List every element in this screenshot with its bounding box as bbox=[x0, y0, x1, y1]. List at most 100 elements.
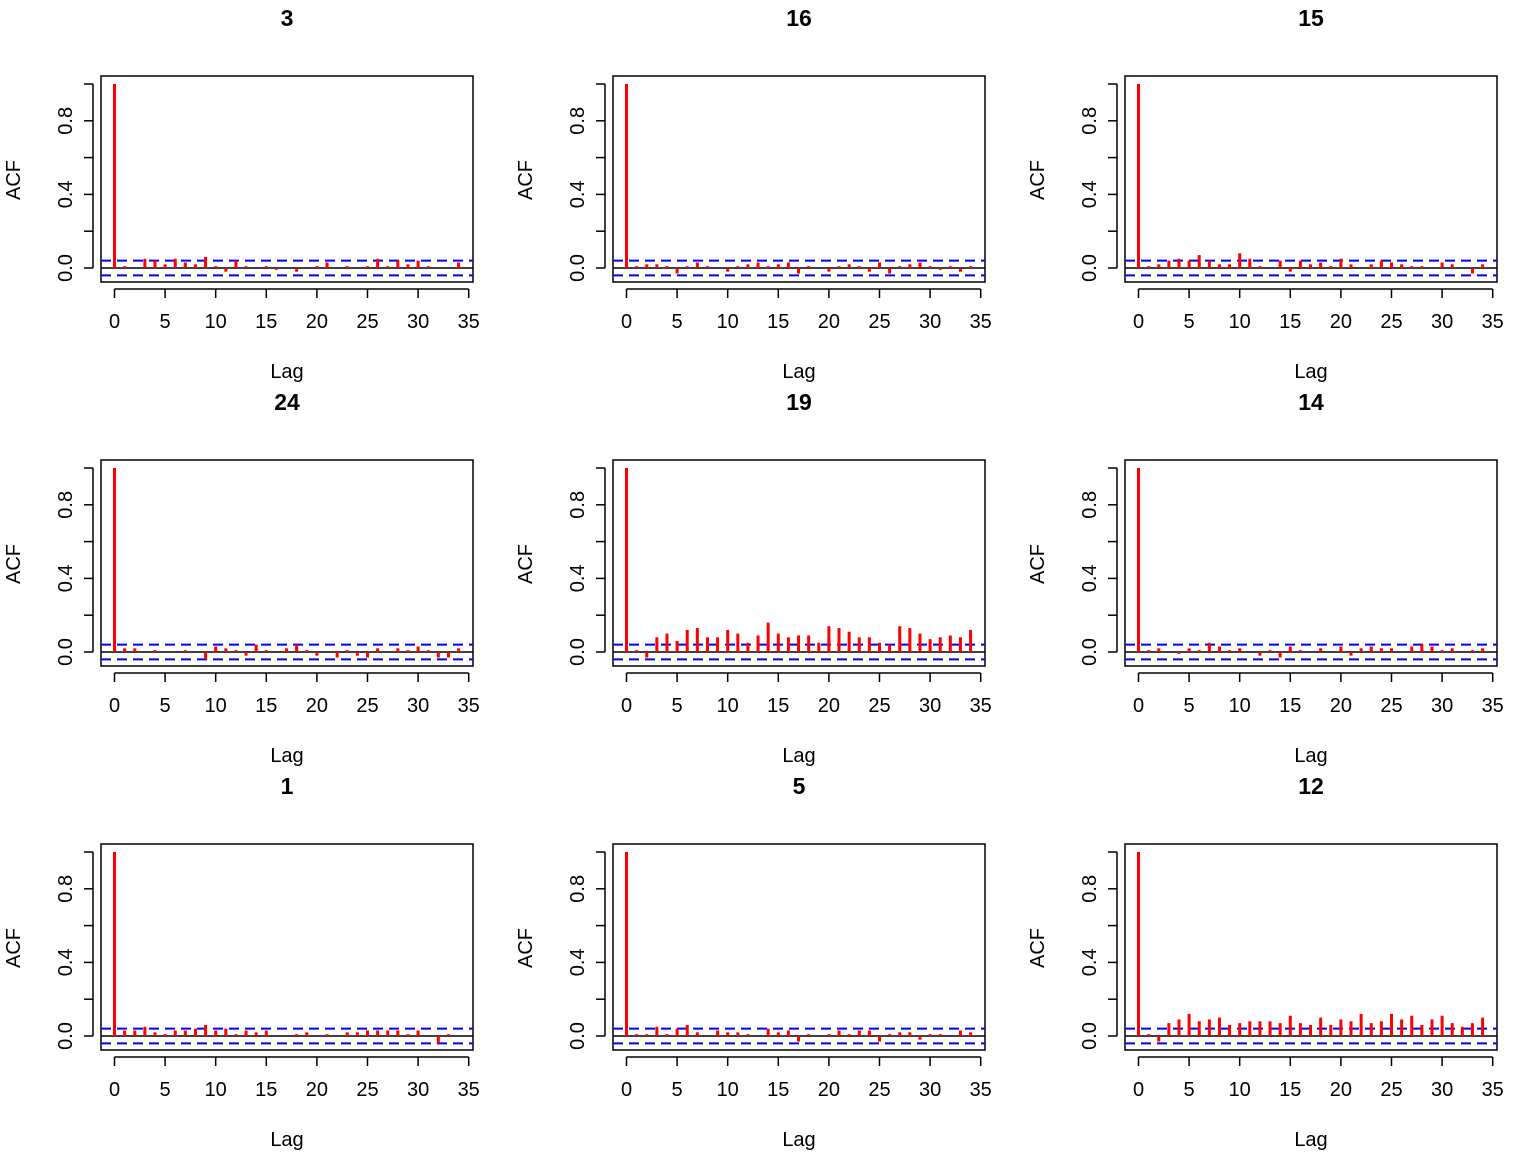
y-axis-label: ACF bbox=[3, 160, 25, 200]
x-tick-label: 35 bbox=[970, 1079, 992, 1101]
plot-frame bbox=[612, 843, 986, 1051]
x-tick-label: 0 bbox=[621, 695, 632, 717]
x-tick-label: 25 bbox=[868, 311, 890, 333]
y-tick-label: 0.4 bbox=[1079, 180, 1101, 208]
x-tick-label: 10 bbox=[717, 1079, 739, 1101]
y-axis-label: ACF bbox=[3, 544, 25, 584]
x-tick-label: 5 bbox=[160, 1079, 171, 1101]
panel-title: 12 bbox=[1298, 773, 1324, 799]
x-tick-label: 30 bbox=[407, 311, 429, 333]
x-tick-label: 20 bbox=[1330, 695, 1352, 717]
x-tick-label: 30 bbox=[919, 695, 941, 717]
x-tick-label: 15 bbox=[767, 695, 789, 717]
y-tick-label: 0.0 bbox=[55, 638, 77, 666]
panel-title: 15 bbox=[1298, 5, 1324, 31]
panel-title: 1 bbox=[281, 773, 294, 799]
x-tick-label: 15 bbox=[1279, 1079, 1301, 1101]
panel-title: 5 bbox=[793, 773, 806, 799]
x-tick-label: 5 bbox=[1184, 1079, 1195, 1101]
y-axis-label: ACF bbox=[515, 928, 537, 968]
x-tick-label: 5 bbox=[672, 695, 683, 717]
x-axis-label: Lag bbox=[782, 745, 815, 767]
acf-panel-14: 14 0 5 10 15 20 25 30 35 Lag 0.0 0.4 0.8 ACF bbox=[1027, 389, 1504, 767]
x-tick-label: 25 bbox=[868, 695, 890, 717]
x-tick-label: 0 bbox=[621, 311, 632, 333]
x-tick-label: 35 bbox=[1482, 695, 1504, 717]
plot-frame bbox=[1124, 459, 1498, 667]
y-tick-label: 0.8 bbox=[567, 491, 589, 519]
y-tick-label: 0.0 bbox=[1079, 638, 1101, 666]
x-tick-label: 35 bbox=[1482, 1079, 1504, 1101]
y-tick-label: 0.0 bbox=[1079, 254, 1101, 282]
x-axis-label: Lag bbox=[1294, 745, 1327, 767]
x-axis-label: Lag bbox=[1294, 361, 1327, 383]
acf-panel-5: 5 0 5 10 15 20 25 30 35 Lag 0.0 0.4 0.8 ACF bbox=[515, 773, 992, 1151]
plot-frame bbox=[1124, 843, 1498, 1051]
acf-panel-15: 15 0 5 10 15 20 25 30 35 Lag 0.0 0.4 0.8 ACF bbox=[1027, 5, 1504, 383]
y-tick-label: 0.4 bbox=[1079, 564, 1101, 592]
x-tick-label: 20 bbox=[1330, 1079, 1352, 1101]
panel-title: 14 bbox=[1298, 389, 1324, 415]
x-tick-label: 25 bbox=[356, 1079, 378, 1101]
x-tick-label: 20 bbox=[818, 1079, 840, 1101]
acf-panel-12: 12 0 5 10 15 20 25 30 35 Lag 0.0 0.4 0.8 ACF bbox=[1027, 773, 1504, 1151]
y-tick-label: 0.8 bbox=[55, 107, 77, 135]
panel-title: 24 bbox=[274, 389, 300, 415]
x-tick-label: 10 bbox=[1229, 311, 1251, 333]
plot-frame bbox=[612, 75, 986, 283]
x-tick-label: 10 bbox=[717, 695, 739, 717]
y-tick-label: 0.4 bbox=[55, 564, 77, 592]
x-tick-label: 10 bbox=[205, 1079, 227, 1101]
y-axis-label: ACF bbox=[1027, 928, 1049, 968]
y-tick-label: 0.4 bbox=[55, 948, 77, 976]
panel-title: 16 bbox=[786, 5, 812, 31]
x-tick-label: 0 bbox=[1133, 1079, 1144, 1101]
y-tick-label: 0.8 bbox=[55, 491, 77, 519]
y-tick-label: 0.0 bbox=[567, 638, 589, 666]
x-axis-label: Lag bbox=[270, 361, 303, 383]
x-tick-label: 20 bbox=[1330, 311, 1352, 333]
y-tick-label: 0.0 bbox=[55, 1022, 77, 1050]
x-tick-label: 25 bbox=[868, 1079, 890, 1101]
y-axis-label: ACF bbox=[1027, 544, 1049, 584]
x-tick-label: 25 bbox=[356, 311, 378, 333]
x-tick-label: 35 bbox=[970, 695, 992, 717]
x-tick-label: 5 bbox=[1184, 695, 1195, 717]
x-tick-label: 15 bbox=[767, 1079, 789, 1101]
x-tick-label: 0 bbox=[109, 1079, 120, 1101]
x-axis-label: Lag bbox=[270, 1129, 303, 1151]
x-tick-label: 0 bbox=[621, 1079, 632, 1101]
x-tick-label: 35 bbox=[458, 695, 480, 717]
x-axis-label: Lag bbox=[270, 745, 303, 767]
x-tick-label: 30 bbox=[407, 695, 429, 717]
x-tick-label: 20 bbox=[306, 311, 328, 333]
x-tick-label: 25 bbox=[1380, 695, 1402, 717]
x-tick-label: 5 bbox=[160, 695, 171, 717]
acf-panel-19: 19 0 5 10 15 20 25 30 35 Lag 0.0 0.4 0.8 ACF bbox=[515, 389, 992, 767]
y-tick-label: 0.4 bbox=[567, 180, 589, 208]
y-axis-label: ACF bbox=[1027, 160, 1049, 200]
x-tick-label: 10 bbox=[205, 311, 227, 333]
y-tick-label: 0.0 bbox=[55, 254, 77, 282]
x-tick-label: 30 bbox=[1431, 695, 1453, 717]
x-tick-label: 10 bbox=[1229, 695, 1251, 717]
y-axis-label: ACF bbox=[3, 928, 25, 968]
x-tick-label: 30 bbox=[919, 1079, 941, 1101]
x-tick-label: 10 bbox=[1229, 1079, 1251, 1101]
x-tick-label: 30 bbox=[919, 311, 941, 333]
x-tick-label: 35 bbox=[1482, 311, 1504, 333]
x-tick-label: 30 bbox=[1431, 311, 1453, 333]
x-axis-label: Lag bbox=[782, 1129, 815, 1151]
x-tick-label: 20 bbox=[818, 695, 840, 717]
y-tick-label: 0.4 bbox=[567, 564, 589, 592]
x-axis-label: Lag bbox=[782, 361, 815, 383]
y-tick-label: 0.4 bbox=[55, 180, 77, 208]
x-tick-label: 35 bbox=[458, 311, 480, 333]
x-axis-label: Lag bbox=[1294, 1129, 1327, 1151]
x-tick-label: 0 bbox=[1133, 695, 1144, 717]
x-tick-label: 30 bbox=[407, 1079, 429, 1101]
y-tick-label: 0.8 bbox=[1079, 107, 1101, 135]
x-tick-label: 0 bbox=[1133, 311, 1144, 333]
x-tick-label: 10 bbox=[717, 311, 739, 333]
